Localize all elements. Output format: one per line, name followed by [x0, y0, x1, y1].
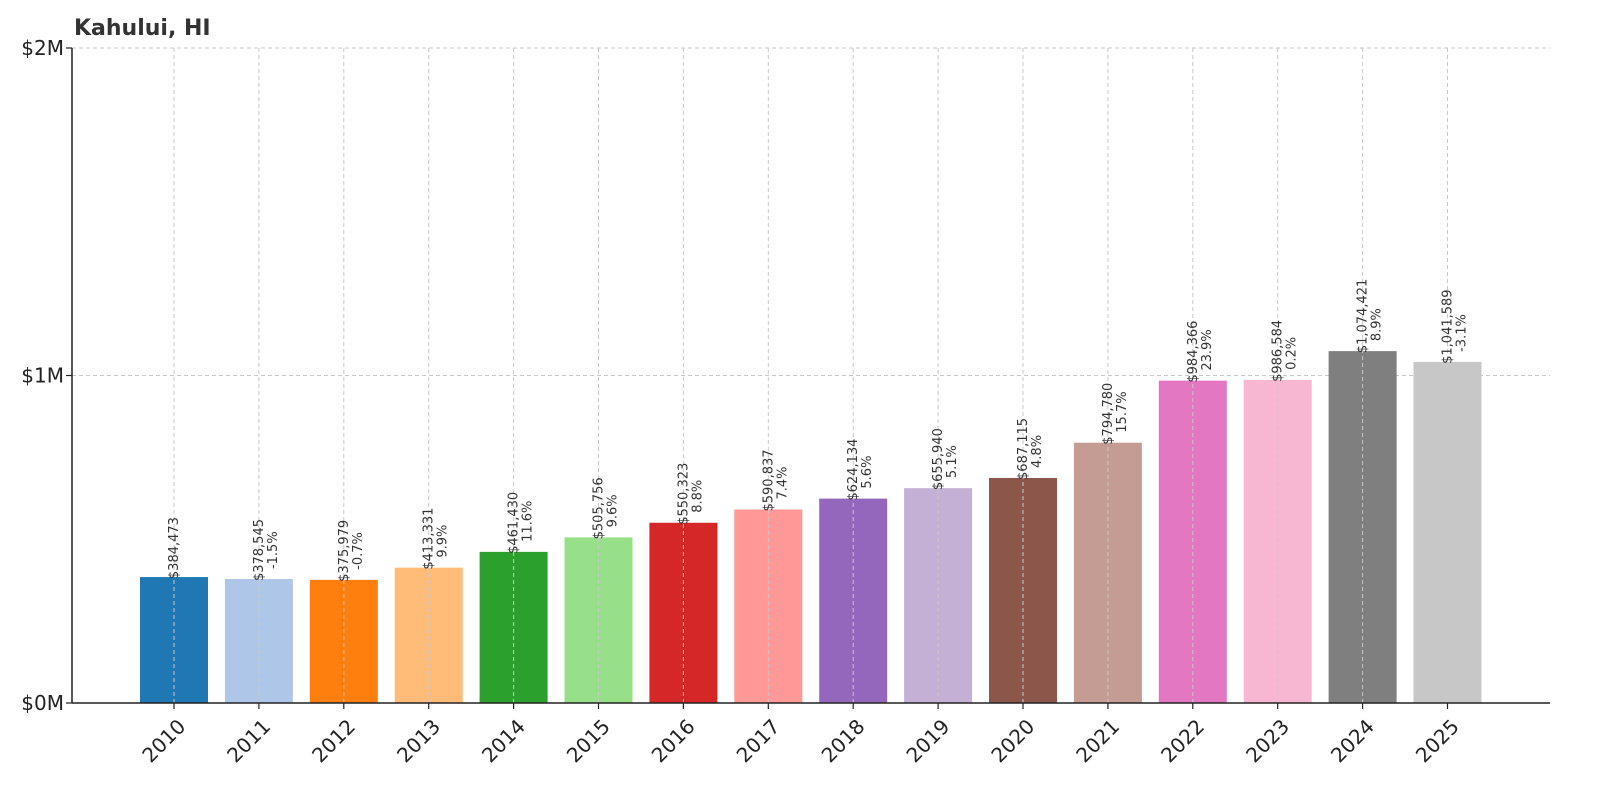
x-tick-label: 2024 [1326, 714, 1379, 767]
value-label: $687,115 [1016, 418, 1031, 480]
x-tick-label: 2023 [1241, 714, 1294, 767]
change-label: 4.8% [1030, 435, 1045, 468]
value-label: $624,134 [846, 439, 861, 501]
change-label: 8.9% [1370, 308, 1385, 341]
x-tick-label: 2015 [562, 714, 615, 767]
change-label: 15.7% [1115, 391, 1130, 432]
x-tick-label: 2022 [1156, 714, 1209, 767]
chart-title: Kahului, HI [74, 16, 211, 41]
y-tick-label: $0M [21, 691, 64, 715]
value-label: $986,584 [1271, 320, 1286, 382]
value-label: $384,473 [167, 517, 182, 579]
value-label: $375,979 [337, 520, 352, 582]
value-label: $378,545 [252, 519, 267, 581]
x-tick-label: 2019 [901, 714, 954, 767]
change-label: 5.6% [860, 456, 875, 489]
x-tick-label: 2018 [817, 714, 870, 767]
y-tick-label: $1M [21, 364, 64, 388]
bar [564, 537, 633, 703]
change-label: -0.7% [351, 532, 366, 570]
change-label: 7.4% [775, 466, 790, 499]
x-tick-label: 2014 [477, 714, 530, 767]
bar [224, 579, 293, 703]
value-label: $794,780 [1101, 383, 1116, 445]
change-label: 5.1% [945, 445, 960, 478]
value-label: $590,837 [761, 449, 776, 511]
x-tick-label: 2020 [986, 714, 1039, 767]
change-label: -3.1% [1455, 314, 1470, 352]
x-tick-label: 2021 [1071, 714, 1124, 767]
x-tick-label: 2016 [647, 714, 700, 767]
x-tick-label: 2013 [392, 714, 445, 767]
value-label: $655,940 [931, 428, 946, 490]
x-tick-label: 2025 [1411, 714, 1464, 767]
change-label: 9.6% [606, 494, 621, 527]
value-label: $413,331 [422, 508, 437, 570]
bar [309, 579, 378, 703]
value-label: $984,366 [1186, 321, 1201, 383]
bar [1073, 442, 1142, 703]
x-tick-label: 2010 [137, 714, 190, 767]
value-label: $1,074,421 [1356, 279, 1371, 353]
value-label: $550,323 [676, 463, 691, 525]
change-label: 11.6% [521, 501, 536, 542]
change-label: 0.2% [1285, 337, 1300, 370]
x-tick-label: 2012 [307, 714, 360, 767]
change-label: 9.9% [436, 525, 451, 558]
change-label: -1.5% [266, 531, 281, 569]
bar [140, 577, 208, 703]
x-tick-label: 2017 [732, 714, 785, 767]
bar [479, 551, 548, 703]
value-label: $1,041,589 [1441, 289, 1456, 363]
value-label: $505,756 [592, 477, 607, 539]
bar [649, 522, 718, 703]
change-label: 23.9% [1200, 329, 1215, 370]
value-label: $461,430 [507, 492, 522, 554]
y-tick-label: $2M [21, 36, 64, 60]
x-tick-label: 2011 [222, 714, 275, 767]
change-label: 8.8% [690, 480, 705, 513]
